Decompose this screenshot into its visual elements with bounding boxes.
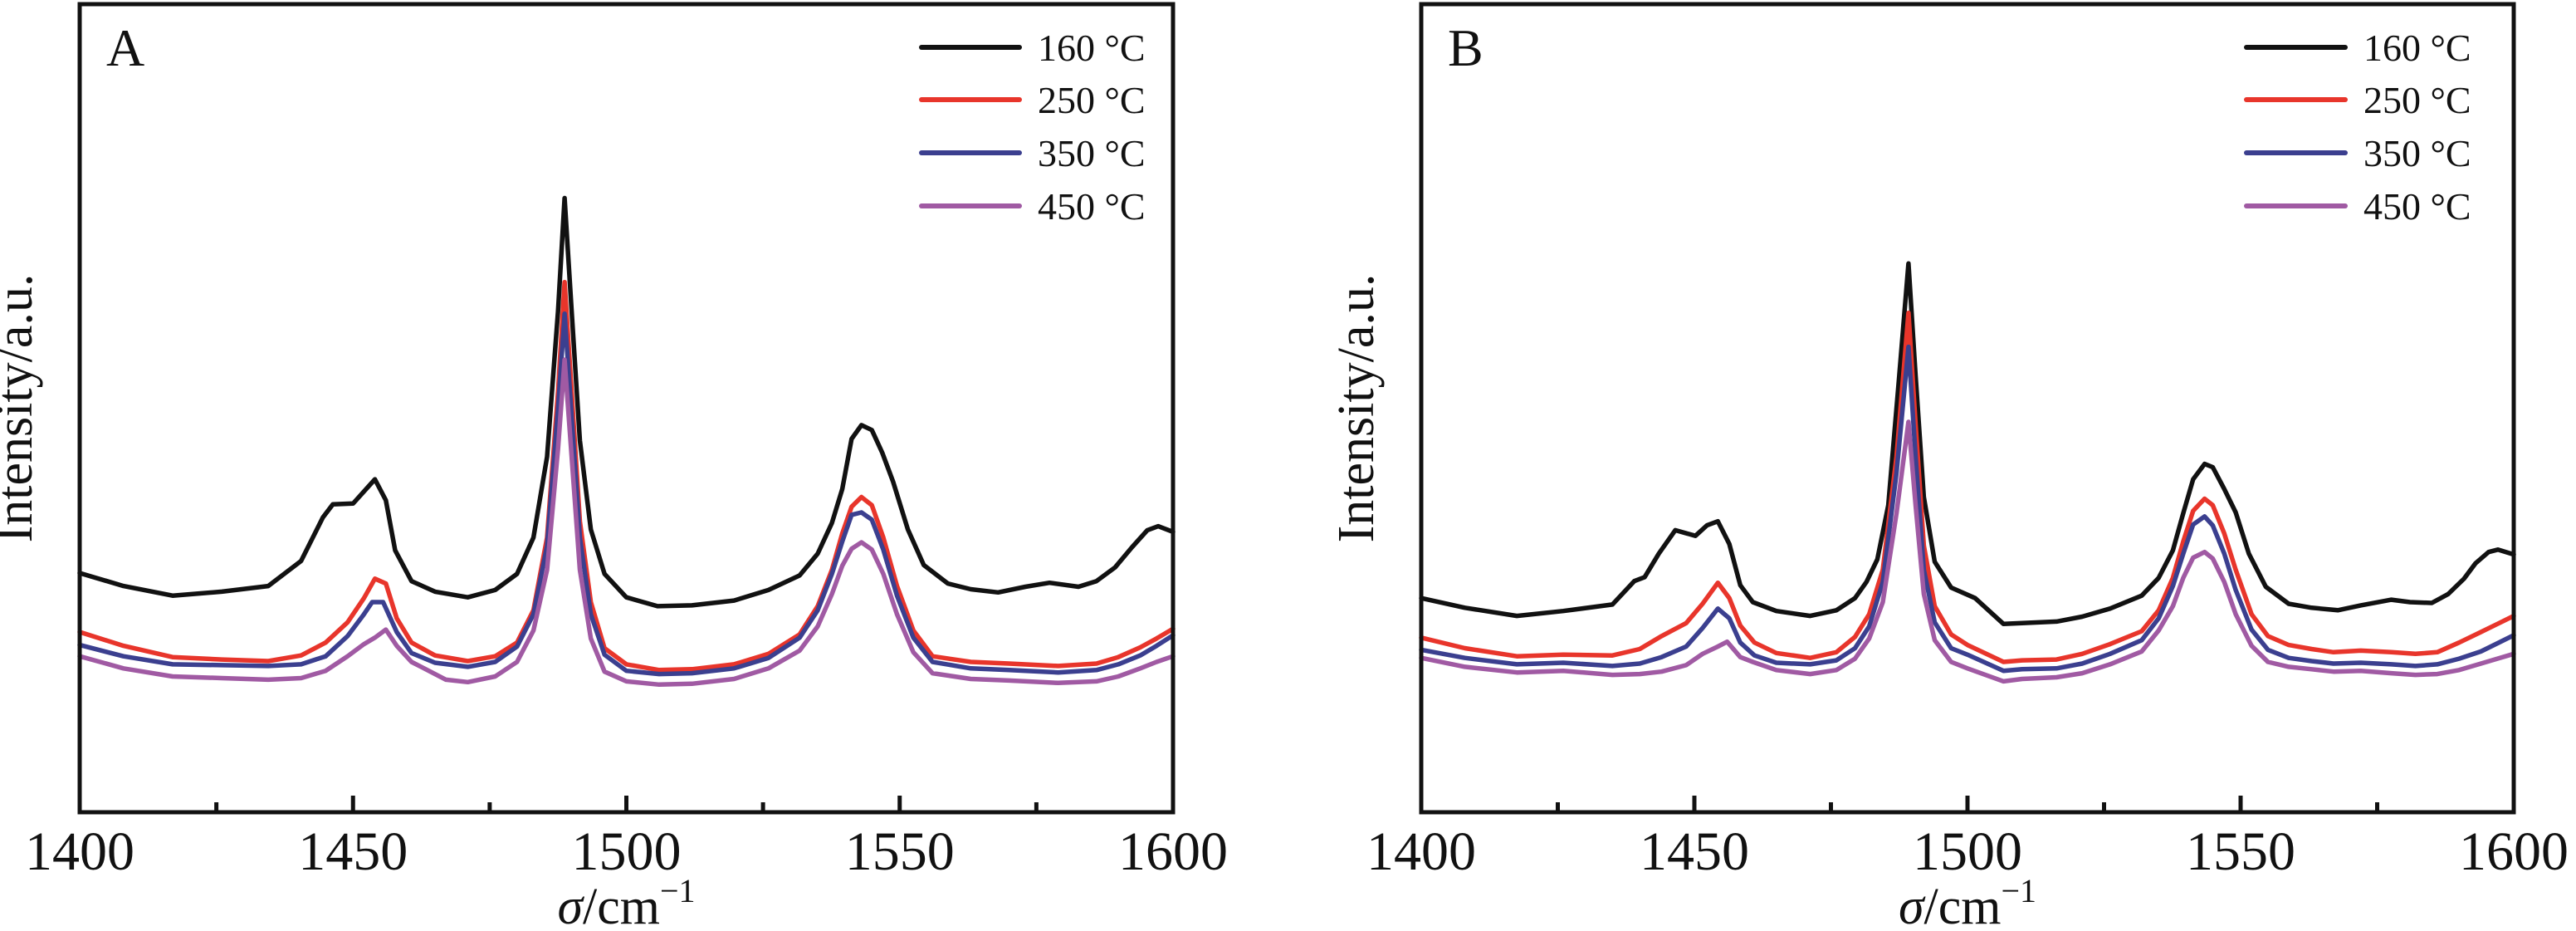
x-axis-symbol: σ [557, 879, 584, 931]
legend-item: 350 °C [2244, 132, 2471, 174]
x-tick-label: 1500 [1913, 821, 2022, 882]
legend-item: 160 °C [2244, 27, 2471, 69]
y-axis-label: Intensity/a.u. [0, 274, 43, 543]
series-line-160c [77, 195, 1176, 609]
panel-label: B [1448, 18, 1484, 77]
legend-item: 250 °C [2244, 79, 2471, 121]
series-line-250c [77, 279, 1176, 673]
x-tick-label: 1550 [845, 821, 955, 882]
legend-label: 350 °C [2363, 132, 2471, 174]
legend-label: 250 °C [1038, 79, 1146, 121]
legend-item: 160 °C [919, 27, 1146, 69]
panel-a: 1400 1450 1500 1550 1600 A Intensity/a.u. σ/cm−… [0, 2, 1228, 931]
series-line-450c [77, 357, 1176, 688]
series-line-350c [1419, 344, 2516, 674]
legend-item: 450 °C [2244, 185, 2471, 228]
legend-label: 160 °C [1038, 27, 1146, 69]
x-axis-label: σ/cm−1 [557, 872, 695, 931]
x-tick-label: 1600 [2459, 821, 2569, 882]
x-axis-unit: /cm [1924, 879, 2002, 931]
legend-label: 450 °C [1038, 185, 1146, 228]
series-line-160c [1419, 261, 2516, 627]
x-tick-label: 1450 [298, 821, 408, 882]
legend: 160 °C 250 °C 350 °C 450 °C [2244, 27, 2471, 228]
series-line-450c [1419, 419, 2516, 684]
panel-b: 1400 1450 1500 1550 1600 B Intensity/a.u. σ/cm−… [1328, 2, 2569, 931]
series-line-350c [77, 311, 1176, 677]
x-axis-unit: /cm [583, 879, 660, 931]
x-tick-label: 1600 [1118, 821, 1228, 882]
plot-frame [1419, 2, 2516, 815]
legend-label: 160 °C [2363, 27, 2471, 69]
x-axis-unit-exponent: −1 [2002, 872, 2037, 909]
legend-label: 350 °C [1038, 132, 1146, 174]
x-tick-label: 1400 [25, 821, 134, 882]
legend-label: 450 °C [2363, 185, 2471, 228]
plot-frame [77, 2, 1176, 815]
x-tick-label: 1500 [572, 821, 682, 882]
x-tick-label: 1550 [2186, 821, 2295, 882]
y-axis-label: Intensity/a.u. [1328, 274, 1385, 543]
panel-label: A [106, 18, 144, 77]
legend-item: 350 °C [919, 132, 1146, 174]
series-line-250c [1419, 310, 2516, 664]
x-axis-unit-exponent: −1 [660, 872, 696, 909]
x-axis-symbol: σ [1899, 879, 1926, 931]
x-tick-label: 1450 [1640, 821, 1749, 882]
legend-item: 250 °C [919, 79, 1146, 121]
legend: 160 °C 250 °C 350 °C 450 °C [919, 27, 1146, 228]
x-axis-label: σ/cm−1 [1899, 872, 2036, 931]
legend-label: 250 °C [2363, 79, 2471, 121]
legend-item: 450 °C [919, 185, 1146, 228]
x-tick-label: 1400 [1366, 821, 1476, 882]
